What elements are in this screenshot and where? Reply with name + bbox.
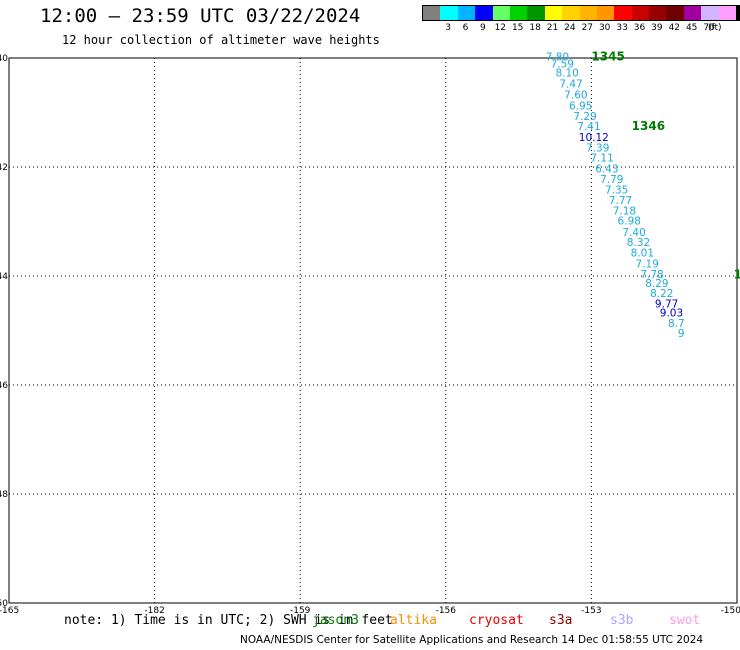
wave-height-value: 7.39 [586,142,609,154]
colorbar-swatch [631,6,650,20]
wave-height-value: 7.41 [577,121,600,133]
wave-height-value: 8.29 [645,278,668,290]
satellite-legend-item: altika [390,613,437,628]
footer-credit: NOAA/NESDIS Center for Satellite Applica… [240,634,704,646]
colorbar-swatch [440,6,458,20]
wave-height-value: 6.98 [618,215,641,227]
satellite-legend-item: s3b [610,613,634,628]
colorbar-swatch [562,6,580,20]
satellite-legend-item: cryosat [469,613,524,628]
colorbar-swatch [527,6,545,20]
wave-height-value: 8.7 [668,318,685,330]
colorbar-swatch [423,6,441,20]
wave-height-value: 7.78 [640,269,663,281]
wave-height-value: 7.79 [600,174,623,186]
colorbar-label: 70 [703,23,715,33]
chart-title: 12:00 – 23:59 UTC 03/22/2024 [40,5,361,27]
colorbar-label: 24 [564,23,576,33]
y-tick-label: -48 [0,490,8,500]
colorbar-swatch [579,6,597,20]
x-tick-label: -150 [721,606,740,616]
colorbar-swatch [596,6,615,20]
x-tick-label: -159 [290,606,311,616]
y-tick-label: -46 [0,381,8,391]
colorbar-swatch [666,6,684,20]
wave-height-value: 8.32 [627,237,650,249]
chart-subtitle: 12 hour collection of altimeter wave hei… [62,33,380,47]
y-tick-label: -50 [0,599,8,609]
wave-height-value: 7.80 [546,51,569,63]
colorbar-label: 27 [581,23,594,33]
wave-height-observations: 7.807.598.107.477.606.957.297.4110.127.3… [546,51,685,340]
satellite-legend-item: jason3 [312,613,359,628]
colorbar-label: 12 [494,23,507,33]
colorbar-swatch [649,6,667,20]
y-tick-label: -42 [0,163,8,173]
wave-height-value: 8.01 [631,248,654,260]
wave-height-value: 7.35 [605,184,628,196]
wave-height-value: 7.59 [551,58,574,70]
plot-grid [9,58,737,603]
pass-number-label: 1345 [591,49,624,63]
colorbar-label: 36 [633,23,646,33]
colorbar-label: 30 [598,23,611,33]
colorbar-label: 45 [685,23,698,33]
wave-height-value: 8.10 [555,68,578,80]
wave-height-value: 7.60 [564,90,587,102]
wave-height-value: 7.18 [613,206,636,218]
satellite-legend-item: s3a [549,613,573,628]
wave-height-value: 6.95 [569,100,592,112]
wave-height-value: 6.43 [595,164,618,176]
wave-height-value: 8.22 [650,288,673,300]
colorbar-swatch [457,6,476,20]
colorbar-swatch [614,6,632,20]
wave-height-value: 9.77 [655,298,678,310]
colorbar-label: 33 [616,23,628,33]
wave-height-value: 7.47 [559,79,582,91]
colorbar-swatch [718,6,737,20]
satellite-legend-item: swot [669,613,701,628]
colorbar-swatch [492,6,510,20]
colorbar-swatch [544,6,563,20]
colorbar-label: 6 [462,23,469,33]
colorbar-swatch [509,6,528,20]
colorbar-labels: 3 6 9 12 15 18 21 24 27 30 33 36 39 42 45 70 [422,23,740,35]
wave-height-value: 9 [678,328,685,340]
wave-height-value: 9.03 [660,308,683,320]
axis-tick-labels: -165 -182 -159 -156 -153 -150 -40 -42 -44 -46 -48 -… [0,54,740,616]
colorbar-label: 21 [546,23,559,33]
colorbar-label: 9 [480,23,486,33]
wave-height-value: 7.19 [636,258,659,270]
wave-height-value: 7.77 [609,195,632,207]
colorbar-label: 18 [529,23,541,33]
wave-height-value: 7.29 [573,111,596,123]
wave-height-value: 10.12 [579,132,609,144]
wave-height-value: 7.40 [622,227,645,239]
colorbar-label: 39 [651,23,663,33]
y-tick-label: -44 [0,272,8,282]
x-tick-label: -165 [0,606,19,616]
x-tick-label: -156 [436,606,457,616]
colorbar-swatch [701,6,719,20]
plot-frame [8,57,738,604]
colorbar-label: 3 [445,23,451,33]
colorbar-swatches [422,5,740,21]
colorbar-label: 42 [668,23,681,33]
pass-labels: 1345 1346 1 [591,49,740,281]
colorbar-swatch [683,6,702,20]
footer-note: note: 1) Time is in UTC; 2) SWH is in fe… [64,613,393,628]
y-tick-label: -40 [0,54,8,64]
colorbar-swatch [475,6,493,20]
pass-number-label: 1 [734,267,740,281]
x-tick-label: -182 [144,606,164,616]
colorbar-swatch [736,6,740,20]
wave-height-value: 7.11 [590,153,613,165]
x-tick-label: -153 [581,606,601,616]
colorbar-unit: (ft) [708,23,722,33]
colorbar-label: 15 [511,23,524,33]
pass-number-label: 1346 [632,119,665,133]
